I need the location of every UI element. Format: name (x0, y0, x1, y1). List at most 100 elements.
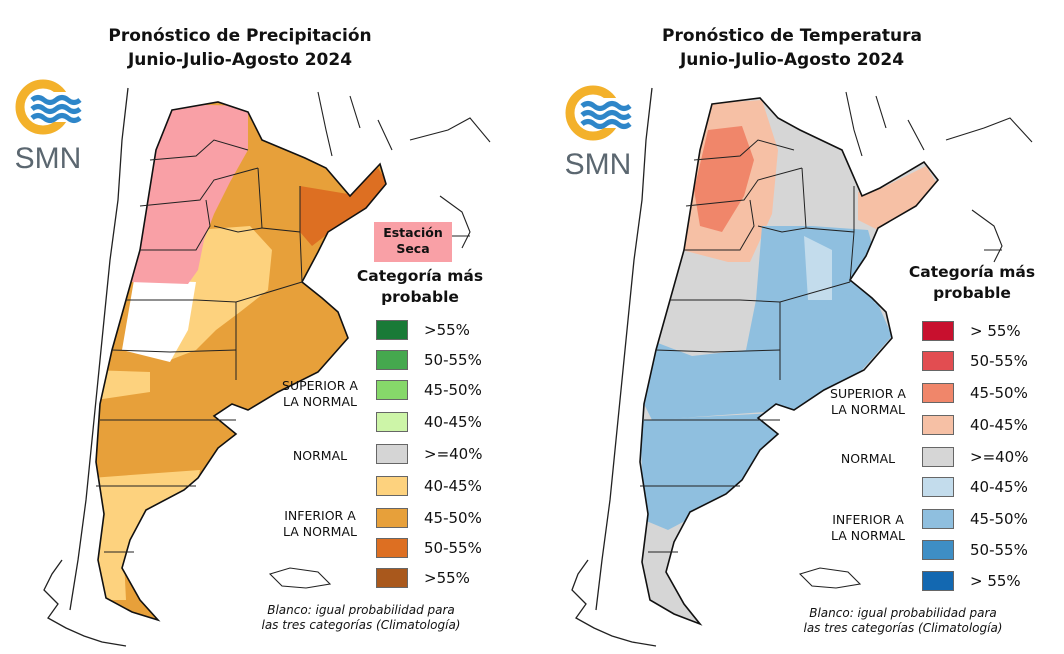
malvinas-islands (268, 567, 332, 589)
precip-map (43, 87, 491, 647)
temp-legend-row: > 55% (922, 571, 1062, 593)
temp-inferior-label: INFERIOR A LA NORMAL (820, 512, 916, 544)
legend-swatch (922, 321, 954, 341)
temp-inferior-line2: LA NORMAL (831, 528, 905, 543)
temp-normal-label: NORMAL (840, 451, 896, 466)
temp-legend-row: 45-50% (922, 509, 1062, 531)
precip-legend-row: 45-50% (376, 380, 516, 402)
temp-note-line1: Blanco: igual probabilidad para (809, 606, 997, 620)
malvinas-islands (798, 567, 862, 589)
legend-swatch (922, 447, 954, 467)
temp-legend-row: 45-50% (922, 383, 1062, 405)
temp-legend-row: 50-55% (922, 351, 1062, 373)
temp-note: Blanco: igual probabilidad para las tres… (788, 606, 1018, 636)
brazil-coast (439, 195, 471, 249)
dry-season-label: Estación Seca (374, 222, 452, 262)
legend-swatch (922, 477, 954, 497)
precip-legend-row: >55% (376, 320, 516, 342)
legend-label: 50-55% (424, 539, 482, 557)
temp-title-line2: Junio-Julio-Agosto 2024 (679, 50, 905, 70)
precipitation-panel: Pronóstico de Precipitación Junio-Julio-… (10, 24, 516, 647)
legend-label: >55% (424, 321, 470, 339)
precip-normal-label: NORMAL (292, 448, 348, 463)
legend-swatch (376, 412, 408, 432)
smn-logo: SMN (560, 80, 640, 181)
legend-swatch (376, 568, 408, 588)
patagonian-islands (571, 559, 657, 647)
precip-inferior-line1: INFERIOR A (284, 508, 356, 523)
legend-label: >=40% (970, 448, 1029, 466)
precip-inferior-line2: LA NORMAL (283, 524, 357, 539)
temp-region-45-50-nw (694, 126, 754, 232)
precip-legend-row: 50-55% (376, 350, 516, 372)
temp-legend-row: 40-45% (922, 415, 1062, 437)
chile-coastline (69, 87, 129, 611)
legend-label: 40-45% (970, 416, 1028, 434)
legend-label: > 55% (970, 322, 1021, 340)
smn-logo: SMN (10, 74, 90, 175)
legend-label: > 55% (970, 572, 1021, 590)
precip-superior-line1: SUPERIOR A (282, 378, 358, 393)
patagonian-islands (43, 559, 127, 647)
precip-legend-row: 40-45% (376, 412, 516, 434)
legend-swatch (376, 538, 408, 558)
brazil-coast (971, 209, 1003, 263)
legend-swatch (376, 320, 408, 340)
legend-swatch (922, 571, 954, 591)
precip-superior-label: SUPERIOR A LA NORMAL (272, 378, 368, 410)
temp-category-heading-line1: Categoría más (908, 263, 1036, 281)
argentina-outline (639, 97, 940, 626)
legend-label: 50-55% (424, 351, 482, 369)
temp-map (571, 87, 1033, 647)
temp-legend-row: 50-55% (922, 540, 1062, 562)
temp-category-heading-line2: probable (933, 284, 1011, 302)
legend-label: 40-45% (970, 478, 1028, 496)
temp-inferior-line1: INFERIOR A (832, 512, 904, 527)
neighbour-borders (845, 91, 1033, 157)
precip-title: Pronóstico de Precipitación Junio-Julio-… (60, 24, 420, 72)
temp-superior-label: SUPERIOR A LA NORMAL (820, 386, 916, 418)
precip-note: Blanco: igual probabilidad para las tres… (246, 603, 476, 633)
argentina-outline (95, 101, 387, 622)
legend-label: 40-45% (424, 477, 482, 495)
precip-legend-row: 50-55% (376, 538, 516, 560)
precip-region-50-55-ne (300, 168, 386, 246)
legend-swatch (922, 415, 954, 435)
legend-label: 50-55% (970, 541, 1028, 559)
province-borders (640, 139, 855, 553)
smn-logo-icon (15, 79, 88, 135)
precip-category-heading-line1: Categoría más (356, 267, 484, 285)
legend-swatch (922, 509, 954, 529)
precip-superior-line2: LA NORMAL (283, 394, 357, 409)
legend-label: 40-45% (424, 413, 482, 431)
chile-coastline (595, 87, 653, 611)
precip-category-heading-line2: probable (381, 288, 459, 306)
legend-swatch (922, 383, 954, 403)
legend-swatch (376, 444, 408, 464)
precip-note-line1: Blanco: igual probabilidad para (267, 603, 455, 617)
province-borders (96, 139, 303, 553)
smn-logo-text: SMN (14, 142, 82, 175)
precip-legend-row: 45-50% (376, 508, 516, 530)
dry-season-label-line2: Seca (396, 241, 430, 256)
precip-inferior-label: INFERIOR A LA NORMAL (272, 508, 368, 540)
precip-legend-row: 40-45% (376, 476, 516, 498)
temp-region-40-45-litoral (804, 236, 832, 300)
legend-swatch (922, 540, 954, 560)
legend-label: 45-50% (970, 510, 1028, 528)
legend-label: >=40% (424, 445, 483, 463)
legend-swatch (376, 380, 408, 400)
temp-superior-line1: SUPERIOR A (830, 386, 906, 401)
temp-legend-row: > 55% (922, 321, 1062, 343)
precip-base-region (96, 102, 386, 620)
precip-title-line2: Junio-Julio-Agosto 2024 (127, 50, 353, 70)
smn-logo-icon (565, 85, 638, 141)
temp-legend-row: 40-45% (922, 477, 1062, 499)
temp-title: Pronóstico de Temperatura Junio-Julio-Ag… (612, 24, 972, 72)
temp-region-40-45-ne (858, 166, 936, 230)
temp-category-heading: Categoría más probable (892, 262, 1052, 304)
legend-label: >55% (424, 569, 470, 587)
legend-label: 45-50% (424, 381, 482, 399)
precip-title-line1: Pronóstico de Precipitación (108, 26, 372, 46)
precip-legend-row: >55% (376, 568, 516, 590)
